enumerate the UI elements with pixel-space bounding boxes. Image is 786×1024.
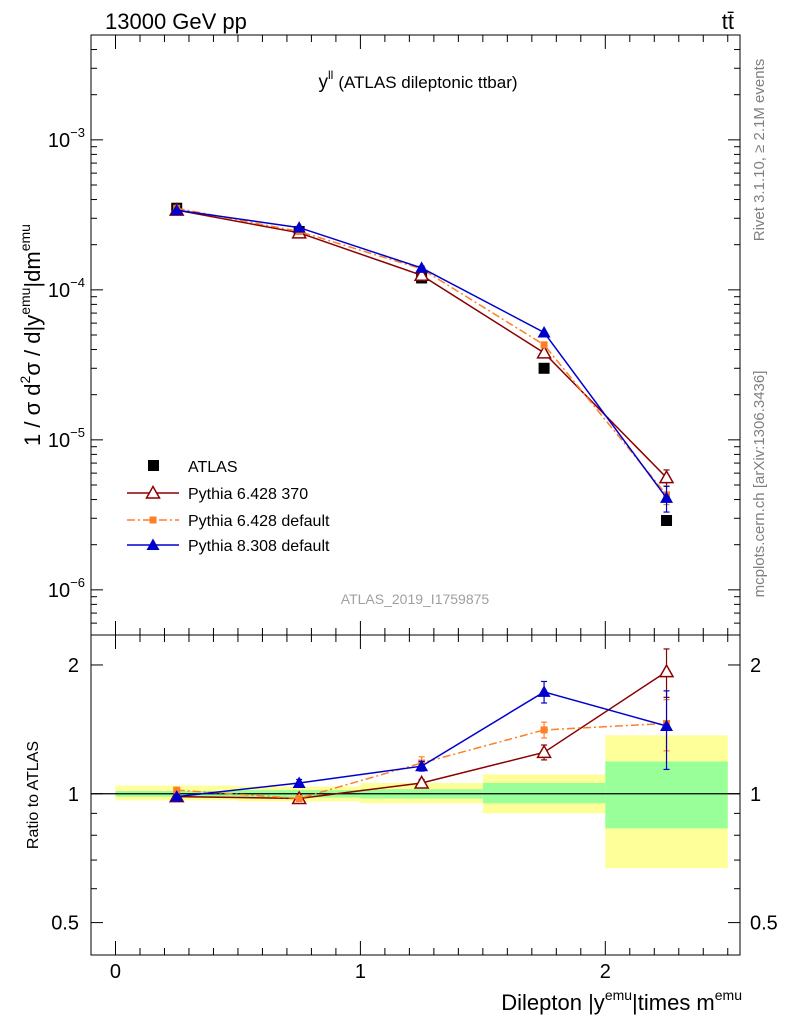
main-point-atlas	[538, 362, 550, 374]
main-y-tick-label-exp: −6	[70, 575, 85, 590]
ratio-y-axis-label: Ratio to ATLAS	[25, 741, 42, 849]
legend-label-pythia6-default: Pythia 6.428 default	[188, 513, 330, 530]
legend-entry-pythia6-370: Pythia 6.428 370	[127, 484, 308, 503]
ratio-point-pythia-8-308-default	[170, 790, 184, 802]
legend-marker-pythia6-default	[149, 516, 157, 524]
main-series-line-pythia-6-428-370	[176, 209, 668, 479]
main-y-tick-label: 10−3	[48, 125, 85, 152]
main-point-pythia-6-428-370	[658, 469, 675, 484]
ratio-point-pythia-8-308-default	[660, 719, 674, 732]
x-tick-label: 2	[600, 961, 611, 983]
analysis-watermark: ATLAS_2019_I1759875	[341, 591, 490, 607]
main-y-tick-label: 10−4	[48, 275, 85, 302]
legend-marker-pythia6-370	[145, 484, 161, 499]
ratio-panel: 0.5 0.5 1 1 2 2 0 1 2 Ratio to ATLAS Dilepton |y…	[25, 634, 778, 1015]
ratio-point-pythia-6-428-default	[540, 726, 548, 734]
ratio-y-tick-label-right: 2	[750, 655, 761, 677]
main-y-tick-label-base: 10	[48, 280, 70, 302]
ratio-series-line-pythia-6-428-default	[176, 722, 667, 800]
rivet-version-label: Rivet 3.1.10, ≥ 2.1M events	[751, 59, 768, 242]
main-point-pythia-8-308-default	[170, 203, 184, 216]
legend-entry-atlas: ATLAS	[148, 459, 238, 476]
legend-marker-pythia8	[146, 538, 160, 550]
ratio-point-pythia-6-428-370	[536, 744, 552, 759]
ratio-y-tick-label-right: 1	[750, 784, 761, 806]
ratio-point-pythia-8-308-default	[415, 759, 429, 772]
main-point-pythia-8-308-default	[660, 491, 674, 503]
ratio-point-pythia-6-428-370	[658, 663, 675, 678]
legend-marker-atlas	[148, 460, 159, 471]
main-y-tick-label: 10−5	[48, 425, 85, 452]
main-y-tick-label: 10−6	[48, 575, 85, 602]
legend-label-pythia6-370: Pythia 6.428 370	[188, 486, 308, 503]
main-point-pythia-6-428-default	[540, 341, 548, 349]
legend-entry-pythia8: Pythia 8.308 default	[127, 538, 330, 555]
ratio-point-pythia-8-308-default	[292, 776, 306, 788]
main-point-atlas	[661, 514, 673, 526]
x-axis-label: Dilepton |yemu|times memu	[501, 987, 742, 1015]
ratio-point-pythia-6-428-default	[295, 794, 303, 802]
main-point-pythia-8-308-default	[537, 325, 551, 338]
main-y-tick-label-base: 10	[48, 430, 70, 452]
main-y-tick-label-exp: −5	[70, 425, 85, 440]
x-tick-label: 0	[110, 961, 121, 983]
main-y-axis-label: 1 / σ d2σ / d|yemu|dmemu	[17, 224, 45, 446]
title-sup: ll	[328, 68, 333, 82]
main-point-pythia-6-428-370	[413, 267, 430, 282]
main-point-pythia-6-428-370	[536, 344, 552, 359]
ratio-y-tick-label-left: 0.5	[51, 913, 79, 935]
main-y-tick-label-exp: −4	[70, 275, 85, 290]
main-point-pythia-8-308-default	[415, 261, 429, 273]
x-tick-label: 1	[355, 961, 366, 983]
legend-label-pythia8: Pythia 8.308 default	[188, 538, 330, 555]
main-y-tick-label-exp: −3	[70, 125, 85, 140]
ratio-y-tick-label-left: 1	[68, 784, 79, 806]
main-series-line-pythia-6-428-default	[176, 207, 668, 496]
chart-title: yll (ATLAS dileptonic ttbar)	[318, 68, 517, 93]
header-right: tt̄	[722, 9, 734, 34]
main-y-tick-label-base: 10	[48, 130, 70, 152]
legend: ATLAS Pythia 6.428 370 Pythia 6.428 defa…	[127, 459, 330, 555]
main-y-tick-label-base: 10	[48, 580, 70, 602]
title-base: y	[318, 72, 328, 93]
ratio-band-inner	[482, 782, 606, 804]
mcplots-label: mcplots.cern.ch [arXiv:1306.3436]	[751, 371, 768, 598]
ratio-point-pythia-6-428-370	[413, 774, 430, 789]
header-left: 13000 GeV pp	[105, 9, 247, 34]
legend-entry-pythia6-default: Pythia 6.428 default	[127, 513, 330, 530]
ratio-point-pythia-8-308-default	[537, 685, 551, 697]
ratio-band-inner	[605, 761, 728, 829]
ratio-y-tick-label-left: 2	[68, 655, 79, 677]
ratio-frame	[90, 634, 741, 956]
main-point-pythia-8-308-default	[292, 221, 306, 233]
ratio-y-tick-label-right: 0.5	[750, 913, 778, 935]
main-series-line-pythia-8-308-default	[176, 209, 668, 499]
main-panel: 10−610−510−410−3 yll (ATLAS dileptonic tt…	[17, 34, 741, 636]
title-rest: (ATLAS dileptonic ttbar)	[338, 73, 517, 92]
legend-label-atlas: ATLAS	[188, 459, 238, 476]
